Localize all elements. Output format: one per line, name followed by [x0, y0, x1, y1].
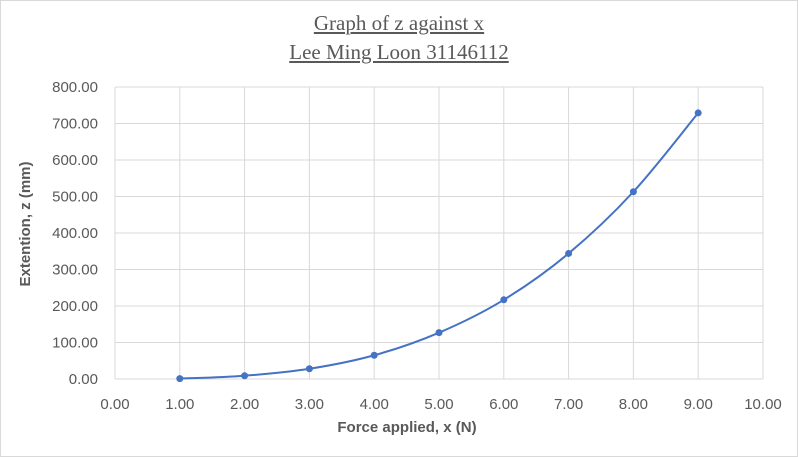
x-tick-label: 8.00: [619, 396, 648, 413]
x-tick-label: 2.00: [230, 396, 259, 413]
x-tick-label: 6.00: [489, 396, 518, 413]
data-point: [305, 365, 313, 373]
y-tick-label: 100.00: [52, 335, 98, 352]
y-tick-label: 600.00: [52, 152, 98, 169]
y-tick-label: 400.00: [52, 225, 98, 242]
y-tick-label: 500.00: [52, 189, 98, 206]
x-tick-label: 10.00: [744, 396, 782, 413]
data-point: [176, 375, 184, 383]
y-tick-label: 300.00: [52, 262, 98, 279]
y-axis-label: Extention, z (mm): [17, 161, 34, 286]
x-tick-label: 9.00: [684, 396, 713, 413]
data-point: [241, 372, 249, 380]
x-tick-label: 3.00: [295, 396, 324, 413]
data-point: [435, 329, 443, 337]
x-axis-ticks: 0.00 1.00 2.00 3.00 4.00 5.00 6.00 7.00 8.00 9.00…: [100, 396, 781, 413]
series-line: [179, 112, 699, 380]
x-axis-label: Force applied, x (N): [337, 419, 476, 436]
y-axis-ticks: 0.00 100.00 200.00 300.00 400.00 500.00 600.00…: [52, 79, 98, 388]
y-tick-label: 0.00: [69, 371, 98, 388]
y-tick-label: 800.00: [52, 79, 98, 96]
x-tick-label: 7.00: [554, 396, 583, 413]
data-point: [629, 188, 637, 196]
data-point: [565, 249, 573, 257]
y-tick-label: 700.00: [52, 116, 98, 133]
chart-subtitle: Lee Ming Loon 31146112: [289, 40, 509, 64]
chart-title: Graph of z against x: [313, 11, 485, 35]
gridlines: [114, 86, 764, 380]
y-tick-label: 200.00: [52, 298, 98, 315]
data-point: [694, 109, 702, 117]
series-layer: [176, 109, 702, 383]
data-point: [370, 351, 378, 359]
x-tick-label: 1.00: [165, 396, 194, 413]
data-point: [500, 296, 508, 304]
x-tick-label: 4.00: [360, 396, 389, 413]
x-tick-label: 5.00: [424, 396, 453, 413]
x-tick-label: 0.00: [100, 396, 129, 413]
